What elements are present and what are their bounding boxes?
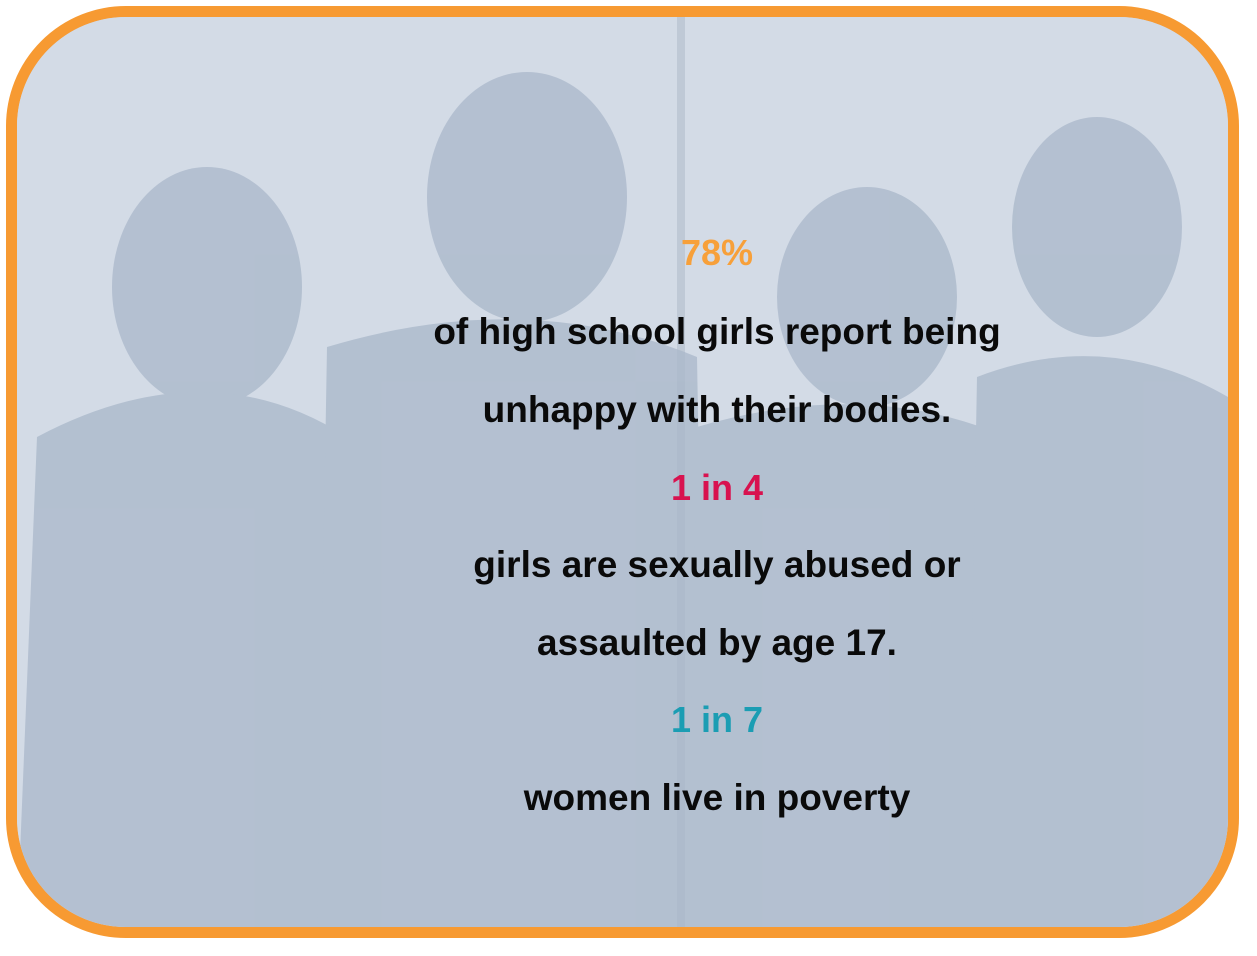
stat-description: of high school girls report being bbox=[433, 311, 1001, 352]
stat-highlight: 1 in 4 bbox=[670, 467, 764, 508]
stat-description: girls are sexually abused or bbox=[473, 544, 961, 585]
stat-description: women live in poverty bbox=[523, 777, 911, 818]
card: 78% of high school girls report being unha… bbox=[6, 6, 1239, 938]
stat-highlight: 78% bbox=[680, 232, 754, 273]
stat-description: assaulted by age 17. bbox=[537, 622, 897, 663]
stat-highlight: 1 in 7 bbox=[670, 699, 764, 740]
background-photo bbox=[17, 17, 1228, 927]
stat-description: unhappy with their bodies. bbox=[482, 389, 952, 430]
stats: 78% of high school girls report being unha… bbox=[17, 17, 1228, 927]
